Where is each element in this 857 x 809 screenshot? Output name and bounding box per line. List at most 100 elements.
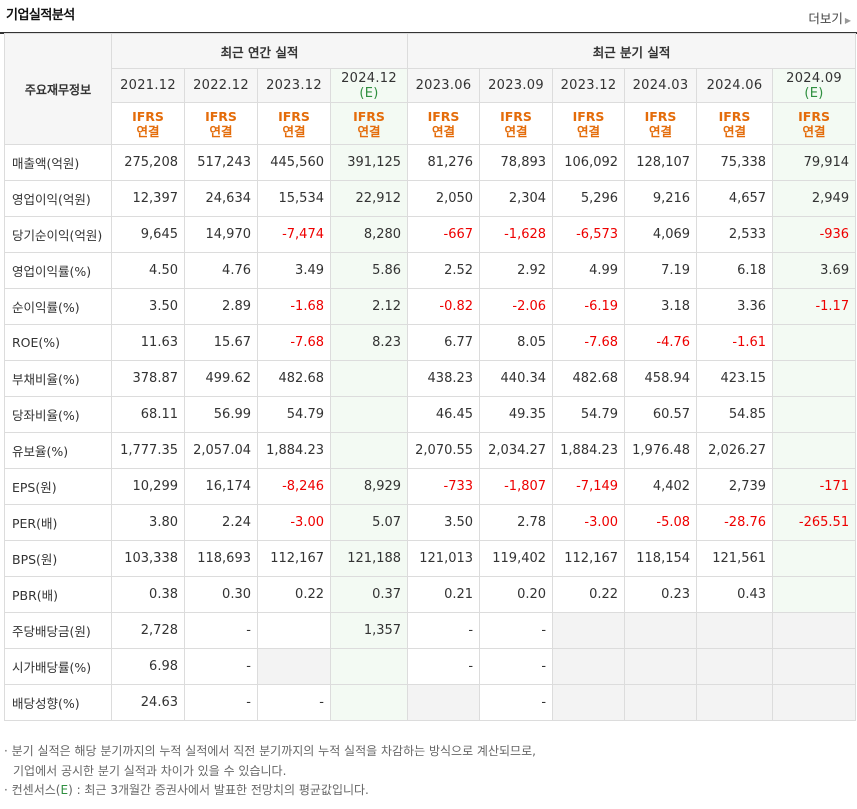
table-cell: 60.57: [624, 396, 698, 433]
table-cell: [772, 396, 857, 433]
table-cell: -: [184, 684, 258, 721]
table-cell: 1,884.23: [257, 432, 331, 469]
table-row: ROE(%) 11.63 15.67 -7.68 8.23 6.77 8.05 -7.68 -4…: [4, 324, 857, 361]
row-label: PER(배): [4, 504, 112, 541]
table-cell: 49.35: [479, 396, 554, 433]
footnote-1: · 분기 실적은 해당 분기까지의 누적 실적에서 직전 분기까지의 누적 실적…: [4, 744, 536, 758]
period-label: 2022.12: [193, 78, 249, 93]
period-label: 2023.09: [488, 78, 544, 93]
table-cell: -7.68: [257, 324, 331, 361]
row-label: 시가배당률(%): [4, 648, 112, 685]
table-cell: -667: [407, 216, 481, 253]
table-cell: 0.37: [329, 576, 409, 613]
table-cell: [772, 684, 857, 721]
standard-label: IFRS: [427, 108, 460, 124]
accounting-standard: IFRS 연결: [257, 102, 331, 145]
table-cell: 112,167: [257, 540, 331, 577]
table-cell: 4.76: [184, 252, 258, 289]
row-label: BPS(원): [4, 540, 112, 577]
standard-label: IFRS: [798, 108, 830, 124]
table-cell: [407, 684, 481, 721]
table-cell: 378.87: [111, 360, 185, 397]
period-label: 2021.12: [120, 78, 176, 93]
row-label: ROE(%): [4, 324, 112, 361]
table-cell: [772, 324, 857, 361]
row-label: 배당성향(%): [4, 684, 112, 721]
row-label: 당좌비율(%): [4, 396, 112, 433]
table-cell: -733: [407, 468, 481, 505]
table-cell: -2.06: [479, 288, 554, 325]
row-label: 영업이익(억원): [4, 180, 112, 217]
table-cell: -6,573: [552, 216, 626, 253]
table-cell: 9,216: [624, 180, 698, 217]
table-cell: 121,561: [696, 540, 774, 577]
table-cell: 12,397: [111, 180, 185, 217]
table-cell: 445,560: [257, 144, 331, 181]
table-cell: [696, 648, 774, 685]
footnotes: · 분기 실적은 해당 분기까지의 누적 실적에서 직전 분기까지의 누적 실적…: [4, 742, 536, 801]
period-label: 2024.12: [341, 70, 397, 86]
table-cell: 22,912: [329, 180, 409, 217]
table-cell: 10,299: [111, 468, 185, 505]
more-link[interactable]: 더보기 ▶: [808, 8, 851, 27]
table-cell: 2.52: [407, 252, 481, 289]
table-cell: 0.43: [696, 576, 774, 613]
table-cell: 6.77: [407, 324, 481, 361]
table-cell: [257, 648, 331, 685]
period-header: 2024.12 (E): [329, 68, 409, 103]
chevron-right-icon: ▶: [844, 16, 851, 25]
table-cell: 11.63: [111, 324, 185, 361]
table-cell: 2.24: [184, 504, 258, 541]
table-cell: 2,949: [772, 180, 857, 217]
consolidation-label: 연결: [504, 123, 528, 139]
table-row: 당기순이익(억원) 9,645 14,970 -7,474 8,280 -667 -1,62…: [4, 216, 857, 253]
table-row: 순이익률(%) 3.50 2.89 -1.68 2.12 -0.82 -2.06 -6.19 3…: [4, 288, 857, 325]
table-cell: [624, 612, 698, 649]
table-cell: -: [184, 612, 258, 649]
accounting-standard: IFRS 연결: [479, 102, 554, 145]
table-cell: 112,167: [552, 540, 626, 577]
table-cell: 16,174: [184, 468, 258, 505]
table-cell: -1,628: [479, 216, 554, 253]
table-cell: 54.85: [696, 396, 774, 433]
table-cell: -: [479, 612, 554, 649]
table-cell: 7.19: [624, 252, 698, 289]
table-cell: -171: [772, 468, 857, 505]
table-cell: 103,338: [111, 540, 185, 577]
table-cell: 56.99: [184, 396, 258, 433]
table-row: 영업이익(억원) 12,397 24,634 15,534 22,912 2,050 2,3…: [4, 180, 857, 217]
table-cell: 423.15: [696, 360, 774, 397]
standard-label: IFRS: [500, 108, 532, 124]
table-cell: -7,149: [552, 468, 626, 505]
row-label: 유보율(%): [4, 432, 112, 469]
period-label: 2024.06: [706, 78, 763, 93]
table-cell: 517,243: [184, 144, 258, 181]
table-cell: 79,914: [772, 144, 857, 181]
table-cell: -1.61: [696, 324, 774, 361]
table-cell: 4,402: [624, 468, 698, 505]
table-cell: 2.12: [329, 288, 409, 325]
table-cell: 5.07: [329, 504, 409, 541]
table-cell: 2,728: [111, 612, 185, 649]
table-cell: -7,474: [257, 216, 331, 253]
period-header: 2021.12: [111, 68, 185, 103]
footnote-2-suffix: ) : 최근 3개월간 증권사에서 발표한 전망치의 평균값입니다.: [68, 783, 369, 797]
table-cell: [552, 684, 626, 721]
table-cell: 2,050: [407, 180, 481, 217]
table-cell: 4,657: [696, 180, 774, 217]
table-row: BPS(원) 103,338 118,693 112,167 121,188 121,01…: [4, 540, 857, 577]
table-cell: 2,304: [479, 180, 554, 217]
annual-group-header: 최근 연간 실적: [110, 33, 409, 69]
table-cell: 24,634: [184, 180, 258, 217]
footnote-1-cont: 기업에서 공시한 분기 실적과 차이가 있을 수 있습니다.: [4, 762, 536, 782]
table-row: 당좌비율(%) 68.11 56.99 54.79 46.45 49.35 54.79 60.…: [4, 396, 857, 433]
table-cell: 4.50: [111, 252, 185, 289]
consolidation-label: 연결: [432, 123, 456, 139]
table-cell: 0.30: [184, 576, 258, 613]
table-cell: -8,246: [257, 468, 331, 505]
table-cell: -4.76: [624, 324, 698, 361]
table-cell: 8,280: [329, 216, 409, 253]
table-cell: -1,807: [479, 468, 554, 505]
table-cell: -: [407, 612, 481, 649]
table-cell: 0.22: [257, 576, 331, 613]
